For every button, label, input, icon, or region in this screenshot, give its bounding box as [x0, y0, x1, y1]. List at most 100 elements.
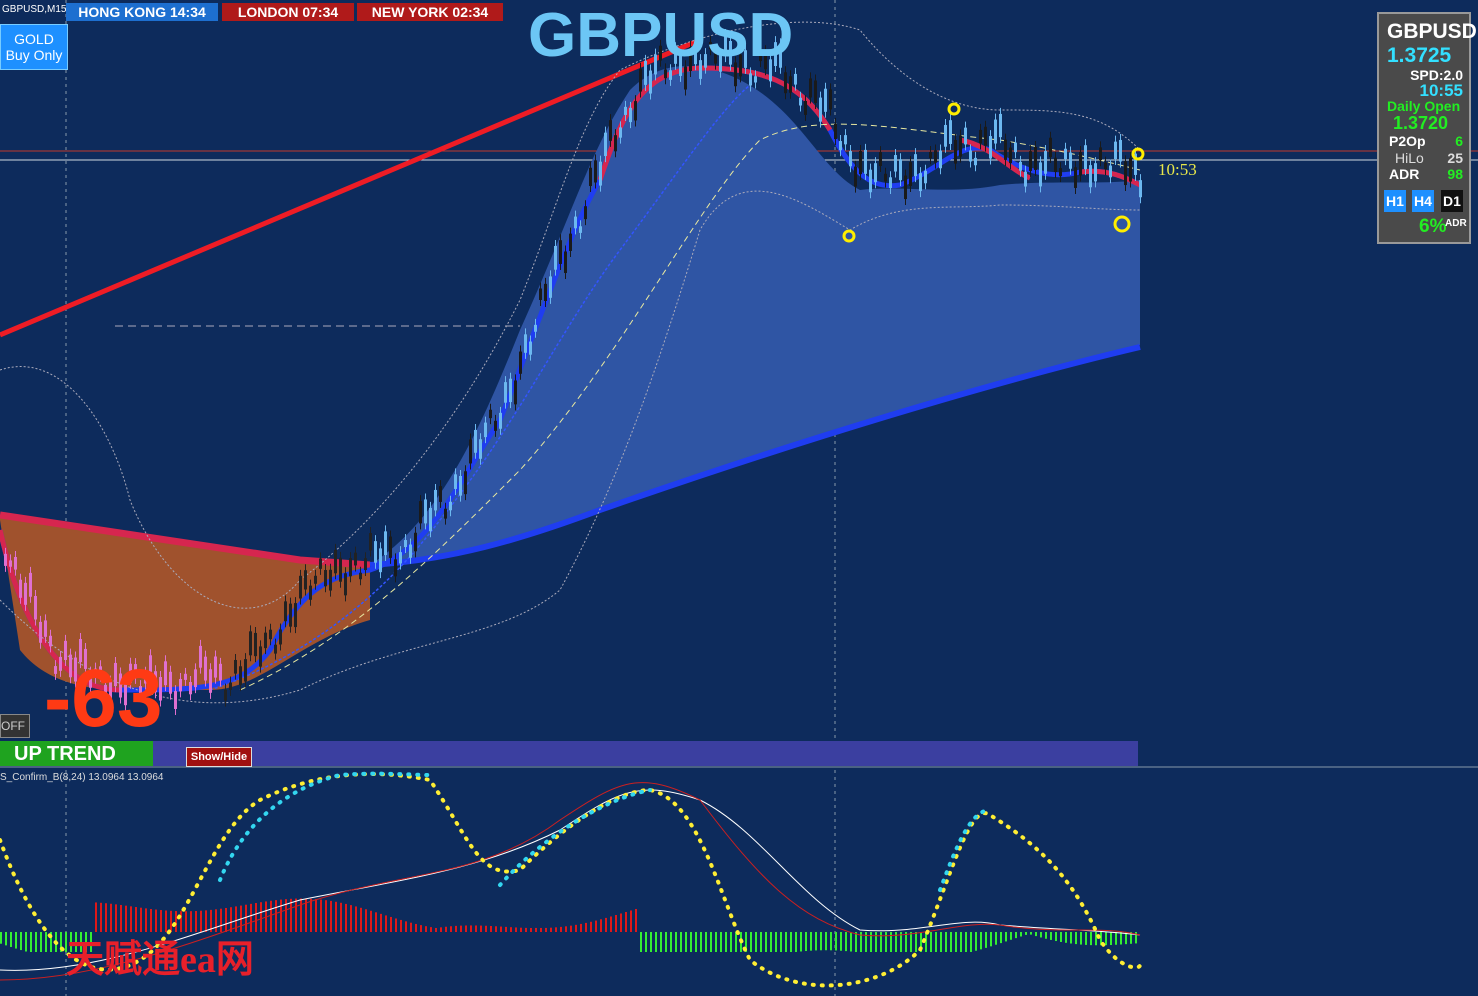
candle	[434, 489, 437, 511]
candle	[919, 173, 922, 192]
candle	[1004, 139, 1007, 160]
timeframe-button[interactable]: H1	[1384, 190, 1406, 212]
histogram-bar	[545, 927, 547, 932]
candle	[414, 532, 417, 552]
candle	[924, 170, 927, 184]
candle	[1139, 180, 1142, 198]
histogram-bar	[985, 932, 987, 948]
candle	[1124, 161, 1127, 186]
candle	[1014, 142, 1017, 153]
candle	[14, 556, 17, 570]
histogram-bar	[795, 932, 797, 952]
histogram-bar	[85, 932, 87, 952]
candle	[949, 120, 952, 144]
candle	[199, 645, 202, 668]
candle	[34, 595, 37, 620]
histogram-bar	[350, 905, 352, 932]
candle	[624, 106, 627, 115]
session-clock: HONG KONG 14:34	[66, 3, 218, 21]
histogram-bar	[1110, 932, 1112, 945]
candle	[634, 101, 637, 121]
histogram-bar	[495, 926, 497, 932]
candle	[829, 89, 832, 110]
candle	[1069, 152, 1072, 169]
histogram-bar	[470, 925, 472, 932]
candle	[1134, 153, 1137, 175]
candle	[1114, 141, 1117, 160]
histogram-bar	[1040, 932, 1042, 938]
histogram-bar	[75, 932, 77, 952]
histogram-bar	[125, 905, 127, 932]
session-clock: NEW YORK 02:34	[357, 3, 503, 21]
histogram-bar	[700, 932, 702, 952]
candle	[474, 429, 477, 453]
histogram-bar	[480, 925, 482, 932]
candle	[1059, 168, 1062, 177]
candle	[809, 78, 812, 98]
candle	[294, 603, 297, 628]
histogram-bar	[1005, 932, 1007, 942]
off-button[interactable]: OFF	[0, 714, 30, 738]
candle	[959, 135, 962, 157]
candle	[49, 635, 52, 647]
candle	[429, 507, 432, 532]
histogram-bar	[620, 913, 622, 932]
histogram-bar	[250, 903, 252, 932]
candle	[1074, 167, 1077, 188]
candle	[499, 412, 502, 429]
candle	[144, 672, 147, 684]
histogram-bar	[695, 932, 697, 952]
histogram-bar	[970, 932, 972, 952]
histogram-bar	[595, 920, 597, 932]
candle	[124, 682, 127, 706]
timeframe-button[interactable]: D1	[1441, 190, 1463, 212]
candle	[554, 245, 557, 270]
candle	[1044, 151, 1047, 174]
histogram-bar	[760, 932, 762, 952]
gold-button[interactable]: GOLD Buy Only	[0, 24, 68, 70]
histogram-bar	[685, 932, 687, 952]
show-hide-button[interactable]: Show/Hide	[186, 747, 252, 767]
histogram-bar	[380, 913, 382, 932]
histogram-bar	[510, 927, 512, 932]
candle	[939, 150, 942, 169]
indicator-label: S_Confirm_B(8,24) 13.0964 13.0964	[0, 772, 164, 783]
candle	[539, 288, 542, 300]
chart-title: GBPUSD	[528, 1, 794, 70]
candle	[494, 420, 497, 431]
histogram-bar	[580, 923, 582, 932]
candle	[349, 558, 352, 577]
histogram-bar	[885, 932, 887, 952]
candle	[464, 471, 467, 495]
candle	[1034, 146, 1037, 170]
panel-price: 1.3725	[1387, 44, 1452, 67]
candle	[909, 162, 912, 186]
histogram-bar	[160, 910, 162, 932]
candle	[814, 80, 817, 104]
panel-row-label: P2Op	[1389, 133, 1426, 149]
histogram-bar	[20, 932, 22, 951]
candle	[739, 54, 742, 77]
candle	[869, 169, 872, 193]
candle	[29, 572, 32, 597]
histogram-bar	[1130, 932, 1132, 944]
histogram-bar	[600, 919, 602, 932]
histogram-bar	[35, 932, 37, 952]
info-panel: GBPUSD 1.3725 SPD:2.0 10:55 Daily Open 1…	[1377, 12, 1477, 244]
timeframe-button[interactable]: H4	[1412, 190, 1434, 212]
histogram-bar	[560, 926, 562, 932]
candle	[69, 654, 72, 678]
histogram-bar	[855, 932, 857, 952]
panel-row-value: 6	[1455, 133, 1463, 149]
histogram-bar	[890, 932, 892, 952]
candle	[134, 664, 137, 678]
histogram-bar	[525, 927, 527, 932]
candle	[299, 575, 302, 599]
histogram-bar	[195, 910, 197, 932]
histogram-bar	[355, 906, 357, 932]
bollinger-upper	[0, 21, 1141, 609]
histogram-bar	[645, 932, 647, 952]
histogram-bar	[110, 903, 112, 932]
histogram-bar	[245, 904, 247, 932]
histogram-bar	[165, 910, 167, 932]
